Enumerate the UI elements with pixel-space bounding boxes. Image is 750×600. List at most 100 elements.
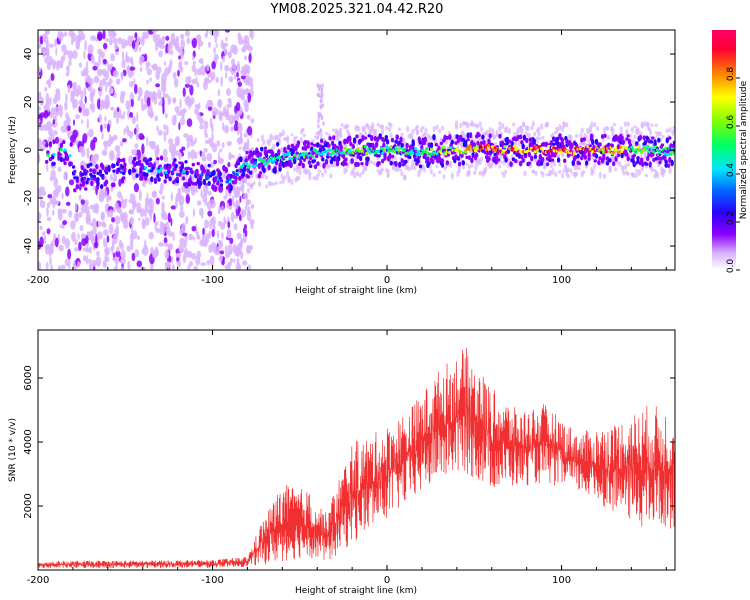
noise-cell [185,194,190,204]
noise-cell [123,128,126,136]
noise-cell [150,262,154,270]
halo-cell [498,125,502,132]
signal-cell [65,157,70,162]
halo-cell [658,131,662,137]
signal-core-cell [602,150,606,154]
noise-cell [48,122,55,128]
signal-core-cell [311,154,315,158]
noise-cell [206,259,210,266]
noise-cell [227,229,231,239]
noise-cell [142,31,148,38]
noise-cell [40,196,43,204]
halo-cell [551,168,555,175]
halo-cell [292,167,297,172]
signal-cell [657,137,661,143]
noise-cell [231,58,236,66]
signal-cell [663,155,667,161]
signal-cell [522,134,527,141]
noise-cell [44,244,50,249]
noise-cell [136,111,139,123]
noise-cell [239,239,243,250]
noise-cell [249,30,252,38]
signal-core-cell [75,176,79,180]
signal-core-cell [324,149,329,153]
signal-core-cell [388,149,392,153]
noise-cell [97,98,101,110]
noise-cell [129,209,133,215]
noise-cell [175,136,181,146]
signal-core-cell [52,152,56,157]
noise-cell [178,151,182,160]
noise-cell [92,88,96,95]
signal-cell [666,163,671,168]
halo-cell [357,126,361,132]
halo-cell [389,132,393,138]
signal-cell [80,165,84,171]
x-tick-label: -200 [27,275,50,286]
noise-cell [160,96,163,106]
noise-cell [114,202,119,210]
noise-cell [227,244,233,255]
signal-cell [411,139,415,146]
noise-cell [61,44,67,53]
noise-cell [172,143,177,152]
noise-cell [167,43,172,55]
signal-cell [324,158,329,165]
signal-cell [196,161,200,166]
noise-cell [224,244,228,255]
noise-cell [173,115,177,120]
noise-cell [211,143,218,153]
noise-cell [46,228,51,235]
signal-cell [642,135,646,141]
noise-cell [47,78,52,89]
noise-cell [176,111,181,116]
halo-cell [283,175,287,180]
noise-cell [243,99,250,108]
halo-cell [618,161,622,168]
signal-cell [494,154,498,160]
noise-cell [227,161,231,168]
signal-cell [263,146,268,151]
signal-cell [527,151,531,158]
signal-cell [464,139,468,145]
noise-cell [186,141,190,149]
signal-cell [296,140,301,146]
noise-cell [109,133,112,144]
signal-cell [636,159,640,164]
noise-cell [201,151,206,162]
signal-cell [170,170,175,174]
signal-core-cell [254,160,258,164]
halo-cell [290,179,294,186]
signal-cell [460,153,464,159]
halo-cell [260,134,264,141]
noise-cell [114,144,121,153]
signal-cell [137,159,142,164]
signal-cell [122,176,126,180]
y-tick-label: -20 [23,190,34,206]
signal-cell [504,157,508,163]
noise-cell [225,36,228,42]
halo-cell [280,173,284,179]
noise-cell [224,30,231,33]
signal-cell [570,143,574,149]
halo-cell [298,166,302,172]
noise-cell [104,247,111,256]
signal-cell [363,136,368,140]
noise-cell [75,114,80,120]
signal-core-cell [664,146,668,150]
halo-cell [411,159,415,166]
halo-cell [400,172,404,177]
halo-cell [672,125,675,129]
noise-cell [120,71,124,78]
signal-cell [224,167,228,173]
signal-cell [350,158,354,165]
signal-cell [151,163,155,168]
plume-cell [320,115,323,121]
noise-cell [77,84,82,95]
noise-cell [227,262,231,270]
signal-core-cell [642,144,646,149]
halo-cell [498,164,502,169]
signal-core-cell [225,180,230,184]
noise-cell [140,135,145,140]
noise-cell [161,201,165,212]
